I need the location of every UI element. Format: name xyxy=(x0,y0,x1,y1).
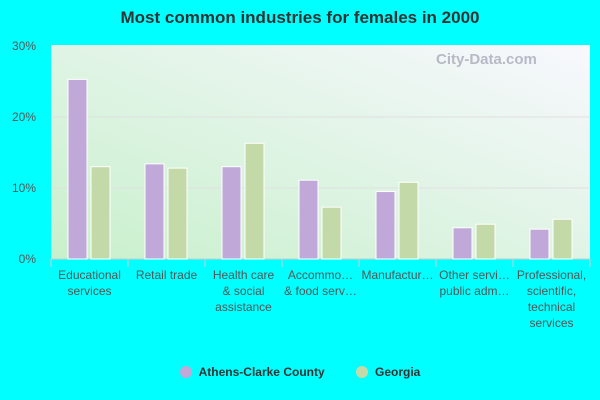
x-category-label: Retail trade xyxy=(136,268,198,282)
x-category-label: Other servi… xyxy=(439,268,510,282)
x-category-label: Accommo… xyxy=(288,268,353,282)
bar-georgia xyxy=(167,167,188,260)
watermark-logo: City-Data.com xyxy=(436,51,537,68)
bar-athens xyxy=(221,166,242,260)
bar-athens xyxy=(67,78,88,260)
x-category-label: public adm… xyxy=(439,284,509,298)
bar-georgia xyxy=(90,166,111,260)
x-category-label: assistance xyxy=(215,300,272,314)
x-category-label: Health care xyxy=(213,268,275,282)
bar-georgia xyxy=(552,218,573,260)
plot-area xyxy=(51,45,590,259)
legend-swatch xyxy=(356,366,368,378)
bar-athens xyxy=(375,191,396,260)
y-tick-label: 20% xyxy=(12,110,36,124)
x-category-label: scientific, xyxy=(527,284,576,298)
x-category-label: Educational xyxy=(58,268,121,282)
x-category-label: services xyxy=(67,284,111,298)
y-tick-label: 10% xyxy=(12,181,36,195)
bar-athens xyxy=(144,163,165,260)
x-category-label: Professional, xyxy=(517,268,586,282)
legend-item-athens: Athens-Clarke County xyxy=(179,365,325,379)
legend-label: Athens-Clarke County xyxy=(198,365,325,379)
bar-athens xyxy=(298,179,319,260)
x-category-label: technical xyxy=(528,300,575,314)
bar-georgia xyxy=(398,181,419,260)
bar-georgia xyxy=(321,206,342,260)
legend-label: Georgia xyxy=(375,365,421,379)
y-tick-label: 0% xyxy=(19,252,37,266)
bar-athens xyxy=(529,228,550,260)
x-category-label: Manufactur… xyxy=(361,268,433,282)
bar-georgia xyxy=(475,223,496,260)
x-category-label: & social xyxy=(222,284,264,298)
legend-swatch xyxy=(179,366,192,378)
y-tick-label: 30% xyxy=(12,39,36,53)
bar-georgia xyxy=(244,142,265,260)
bar-athens xyxy=(452,227,473,260)
chart-title: Most common industries for females in 20… xyxy=(120,8,480,27)
x-category-label: services xyxy=(529,316,573,330)
legend-item-georgia: Georgia xyxy=(356,365,420,379)
x-category-label: & food serv… xyxy=(284,284,357,298)
legend: Athens-Clarke County Georgia xyxy=(0,365,600,381)
